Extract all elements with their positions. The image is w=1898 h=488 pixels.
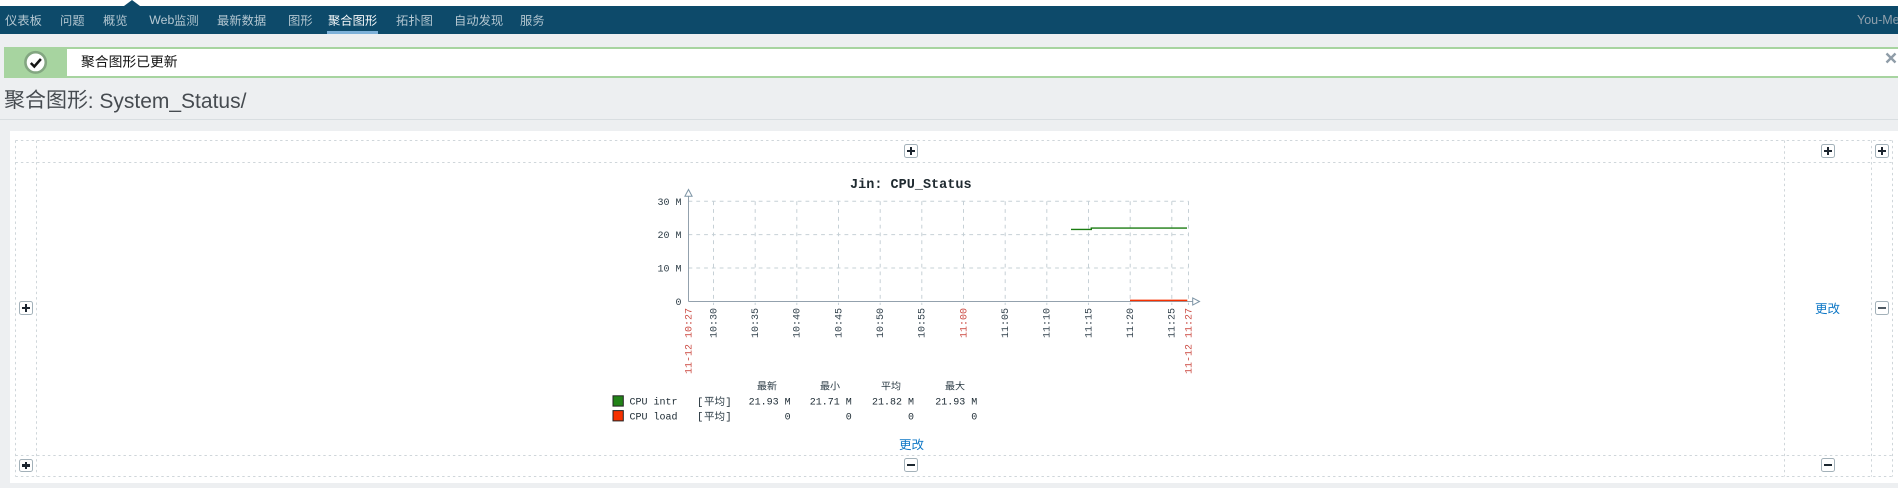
svg-text:11:15: 11:15	[1084, 308, 1095, 338]
svg-text:0: 0	[846, 412, 852, 423]
svg-text:10:30: 10:30	[709, 308, 720, 338]
svg-text:0: 0	[785, 412, 791, 423]
svg-text:10:40: 10:40	[793, 308, 804, 338]
svg-text:]: ]	[725, 412, 731, 424]
svg-text:30 M: 30 M	[657, 198, 681, 209]
svg-text:21.82 M: 21.82 M	[872, 398, 914, 409]
svg-text:[: [	[697, 397, 703, 409]
svg-text:21.71 M: 21.71 M	[810, 398, 852, 409]
svg-text:21.93 M: 21.93 M	[935, 398, 977, 409]
svg-text:20 M: 20 M	[657, 231, 681, 242]
svg-text:0: 0	[675, 298, 681, 309]
svg-text:11:10: 11:10	[1043, 308, 1054, 338]
svg-text:10:50: 10:50	[876, 308, 887, 338]
svg-text:11:00: 11:00	[959, 308, 970, 338]
svg-text:CPU load: CPU load	[630, 411, 678, 423]
svg-text:10:45: 10:45	[834, 308, 845, 338]
svg-text:Jin: CPU_Status: Jin: CPU_Status	[850, 178, 972, 193]
svg-text:11-12 10:27: 11-12 10:27	[684, 308, 695, 374]
svg-text:10:35: 10:35	[751, 308, 762, 338]
svg-text:11:25: 11:25	[1168, 308, 1179, 338]
svg-text:CPU intr: CPU intr	[630, 397, 678, 409]
svg-text:10 M: 10 M	[657, 265, 681, 276]
svg-text:10:55: 10:55	[918, 308, 929, 338]
svg-text:11:05: 11:05	[1001, 308, 1012, 338]
svg-text:0: 0	[971, 412, 977, 423]
svg-text:0: 0	[908, 412, 914, 423]
svg-text:[: [	[697, 412, 703, 424]
svg-text:]: ]	[725, 397, 731, 409]
svg-text:11-12 11:27: 11-12 11:27	[1184, 308, 1195, 374]
svg-text:11:20: 11:20	[1126, 308, 1137, 338]
svg-text:21.93 M: 21.93 M	[749, 398, 791, 409]
